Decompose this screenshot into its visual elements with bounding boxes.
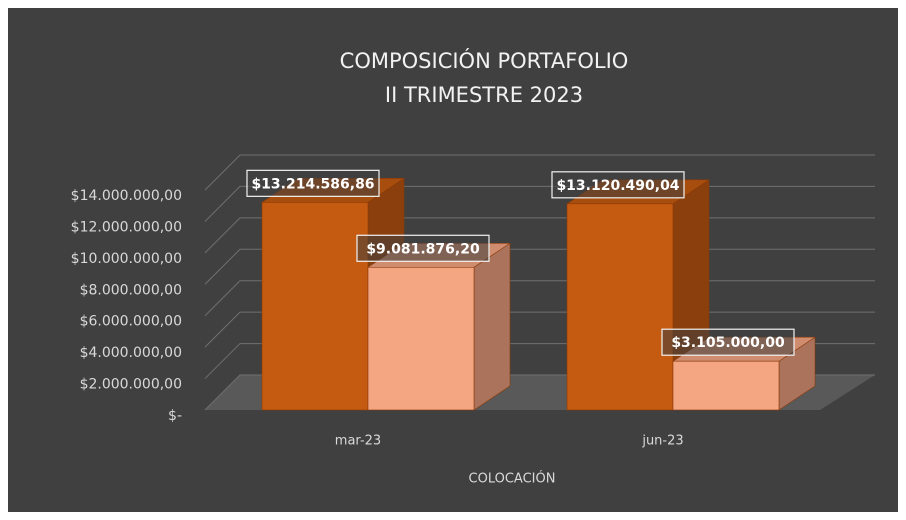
grid-line — [204, 154, 875, 191]
y-tick-label: $4.000.000,00 — [80, 345, 182, 361]
data-label: $13.120.490,04 — [551, 171, 685, 199]
x-tick-label: jun-23 — [641, 434, 683, 449]
y-tick-label: $12.000.000,00 — [71, 219, 182, 235]
bar-front — [672, 360, 780, 411]
x-tick-label: mar-23 — [335, 434, 381, 449]
bar-front — [367, 266, 475, 411]
data-label-box — [551, 171, 685, 199]
data-label-text: $13.214.586,86 — [251, 176, 374, 192]
y-tick-label: $10.000.000,00 — [71, 251, 182, 267]
bar-front — [261, 202, 369, 411]
y-tick-label: $2.000.000,00 — [80, 377, 182, 393]
y-tick-label: $8.000.000,00 — [80, 282, 182, 298]
data-label-box — [246, 169, 380, 197]
data-label: $3.105.000,00 — [661, 328, 795, 356]
data-label-text: $3.105.000,00 — [671, 335, 785, 351]
data-label: $13.214.586,86 — [246, 169, 380, 197]
bar — [367, 242, 511, 411]
data-label-box — [356, 234, 490, 262]
bar-side — [473, 242, 511, 411]
data-label: $9.081.876,20 — [356, 234, 490, 262]
x-axis-title: COLOCACIÓN — [469, 471, 556, 487]
chart-title: COMPOSICIÓN PORTAFOLIO — [340, 48, 629, 73]
y-tick-label: $- — [168, 408, 182, 424]
y-tick-label: $14.000.000,00 — [71, 188, 182, 204]
data-label-text: $9.081.876,20 — [366, 241, 480, 257]
bar-front — [566, 203, 674, 411]
y-tick-label: $6.000.000,00 — [80, 314, 182, 330]
data-label-text: $13.120.490,04 — [556, 178, 679, 194]
chart-subtitle: II TRIMESTRE 2023 — [385, 83, 583, 107]
data-label-box — [661, 328, 795, 356]
